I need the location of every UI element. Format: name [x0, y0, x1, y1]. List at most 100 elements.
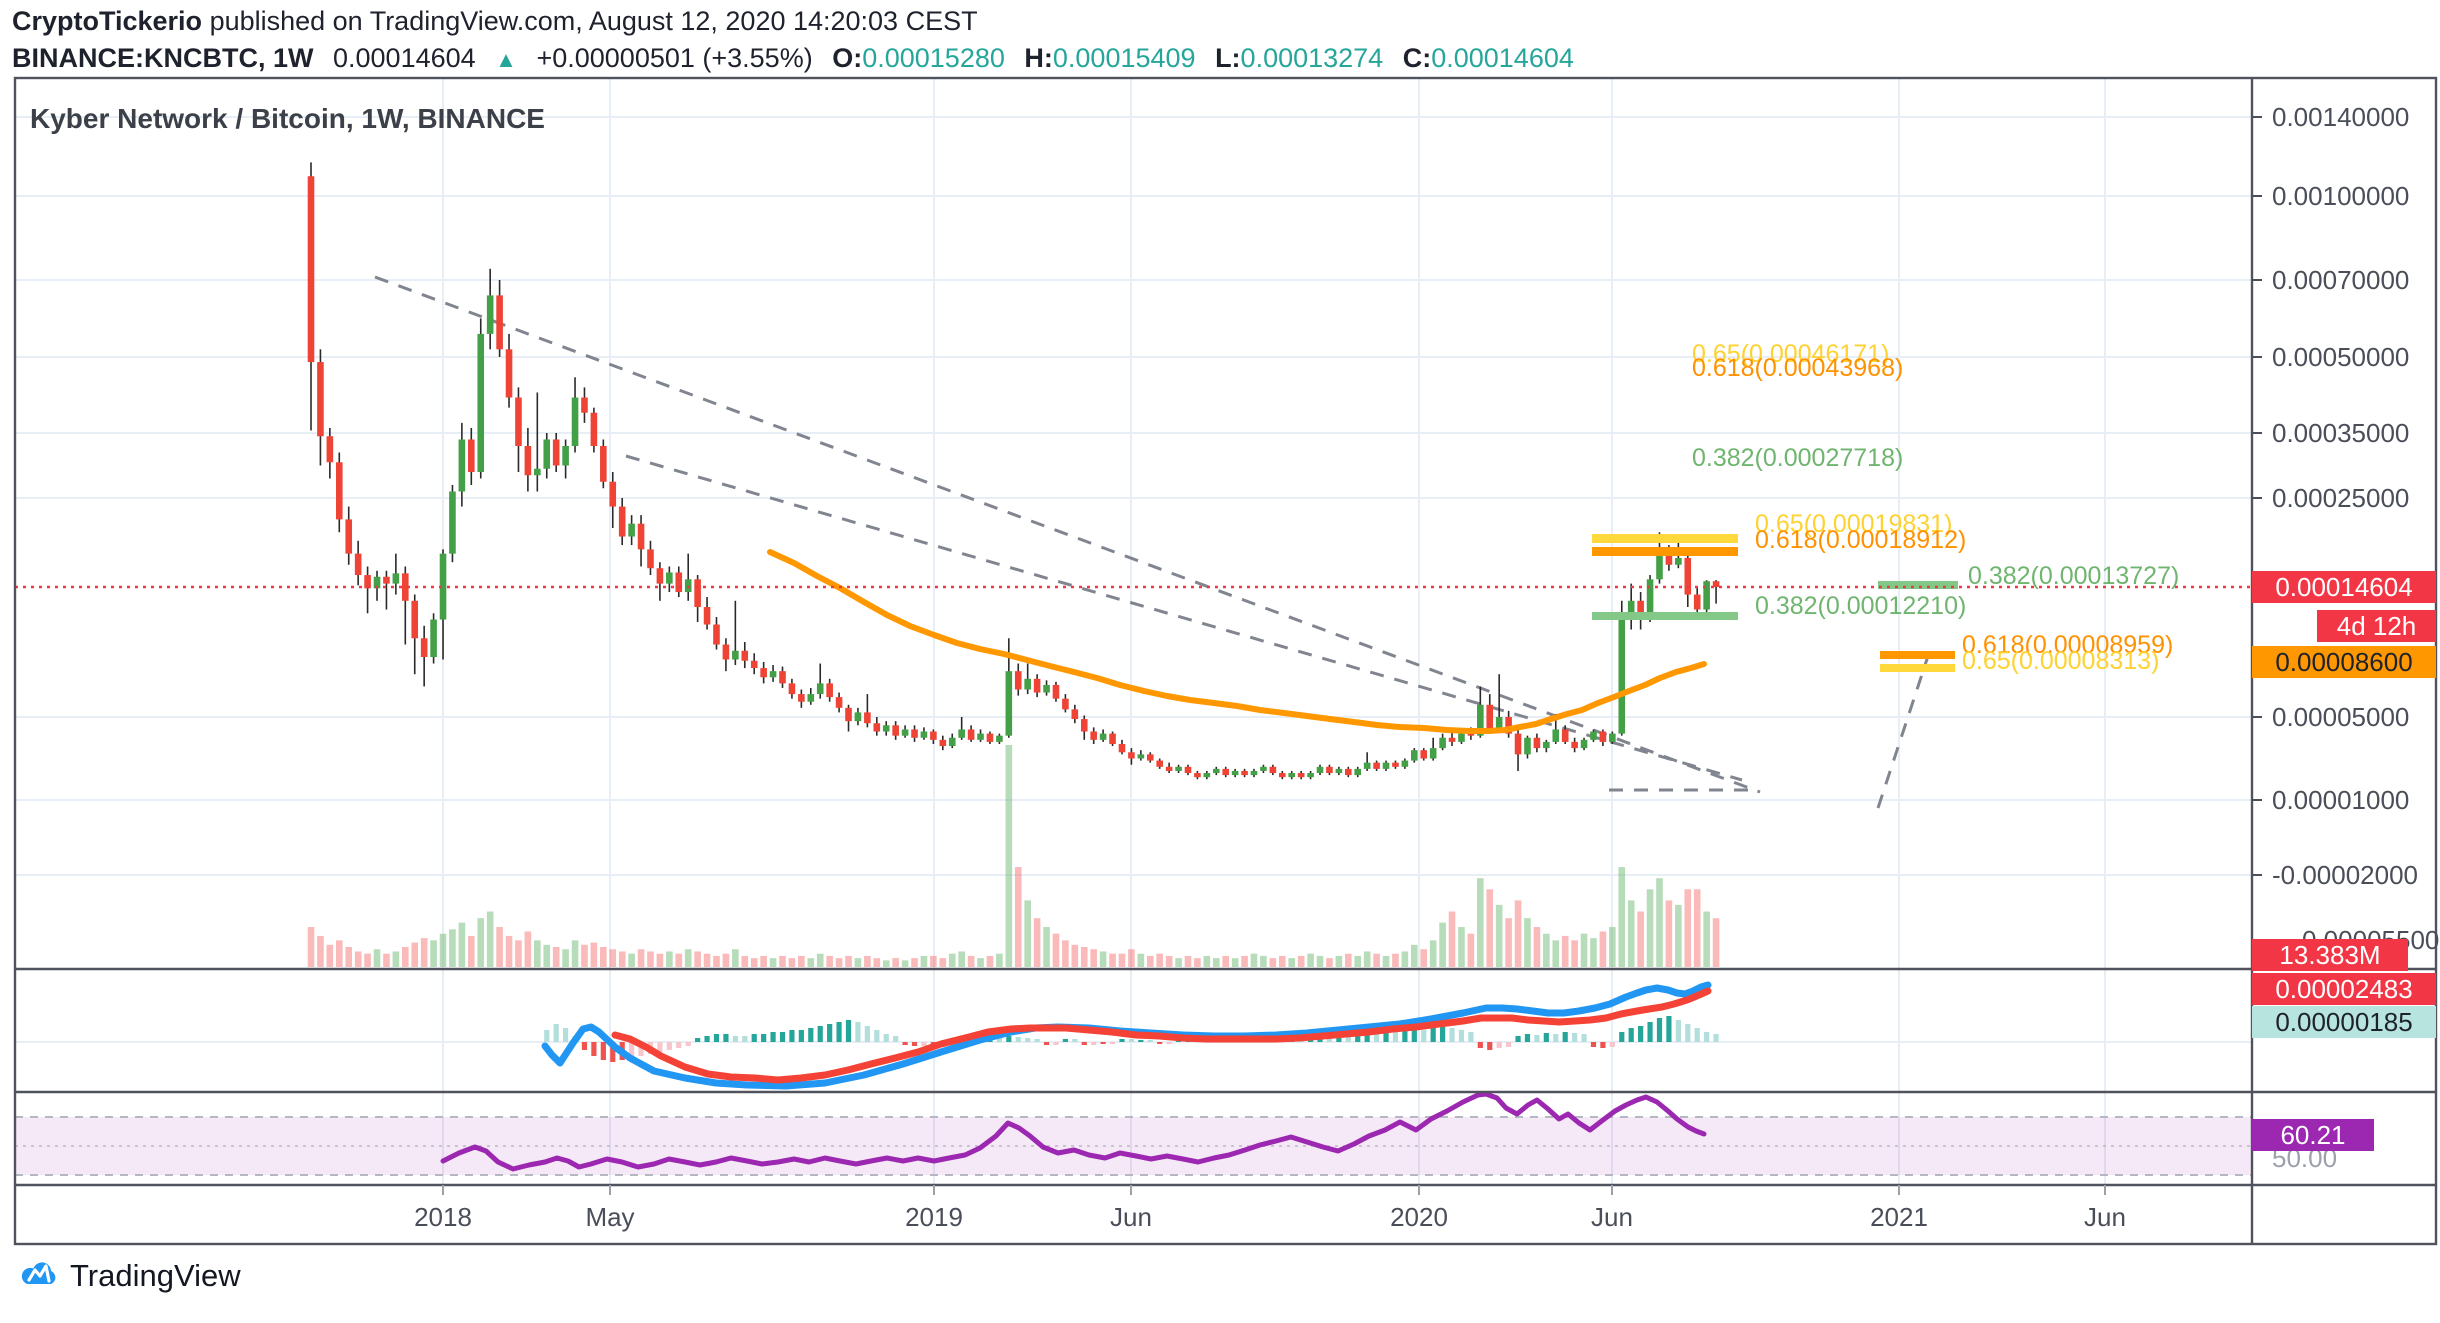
candle	[439, 553, 447, 620]
time-axis-label[interactable]: Jun	[1110, 1202, 1152, 1232]
price-axis-label[interactable]: 0.00140000	[2272, 102, 2409, 132]
volume-bar	[628, 953, 635, 967]
macd-histogram-bar	[864, 1026, 870, 1042]
macd-histogram-bar	[1034, 1039, 1040, 1042]
trendline[interactable]	[625, 454, 1743, 782]
volume-bar	[1212, 958, 1220, 967]
price-axis-label[interactable]: 0.00070000	[2272, 265, 2409, 295]
last-price: 0.00014604	[333, 43, 476, 73]
symbol-label[interactable]: BINANCE:KNCBTC, 1W	[12, 43, 314, 73]
price-axis-label[interactable]: 0.00050000	[2272, 342, 2409, 372]
time-axis-label[interactable]: May	[585, 1202, 634, 1232]
macd-histogram-bar	[1364, 1030, 1370, 1042]
candle	[354, 553, 362, 576]
volume-bar	[1297, 955, 1305, 967]
rsi-pane[interactable]	[15, 1092, 2252, 1185]
price-axis-label[interactable]: 0.00100000	[2272, 181, 2409, 211]
candle	[1043, 684, 1050, 693]
time-axis-label[interactable]: Jun	[2084, 1202, 2126, 1232]
candle	[977, 733, 984, 740]
volume-bar	[1260, 955, 1267, 967]
time-axis-label[interactable]: 2018	[414, 1202, 472, 1232]
macd-histogram-bar	[1053, 1042, 1059, 1045]
close-value: 0.00014604	[1431, 43, 1574, 73]
candle	[1448, 737, 1456, 742]
fib-level-bar[interactable]	[1880, 664, 1955, 672]
candle	[1335, 768, 1343, 774]
macd-histogram-bar	[1581, 1034, 1587, 1042]
volume-badge	[2252, 939, 2408, 971]
candle	[326, 436, 334, 463]
time-axis-label[interactable]: 2020	[1390, 1202, 1448, 1232]
candle	[1156, 760, 1163, 767]
price-axis-label[interactable]: 0.00025000	[2272, 483, 2409, 513]
candle	[647, 549, 654, 569]
candle	[1278, 773, 1286, 778]
candle	[1128, 752, 1135, 759]
fib-level-bar[interactable]	[1592, 547, 1738, 556]
price-axis-label[interactable]: 0.00005000	[2272, 702, 2409, 732]
macd-histogram-bar	[1440, 1026, 1446, 1042]
volume-bar	[1524, 918, 1531, 967]
price-axis-label[interactable]: -0.00002000	[2272, 860, 2418, 890]
trendline[interactable]	[374, 275, 1761, 794]
macd-histogram-bar	[1600, 1042, 1606, 1048]
fib-level-label: 0.382(0.00013727)	[1968, 562, 2179, 590]
volume-bar	[515, 940, 522, 967]
volume-bar	[1599, 931, 1607, 967]
candle	[769, 671, 777, 678]
macd-histogram-bar	[1392, 1032, 1399, 1042]
volume-bar	[1495, 904, 1503, 967]
fib-level-bar[interactable]	[1880, 651, 1955, 659]
candle	[1288, 773, 1296, 778]
macd-histogram-bar	[827, 1024, 833, 1042]
volume-bar	[684, 949, 692, 967]
macd-histogram-bar	[1157, 1042, 1163, 1044]
volume-bar	[788, 958, 796, 967]
candle	[1184, 766, 1192, 774]
candle	[1005, 671, 1013, 736]
fib-level-badge-text: 0.00008600	[2275, 647, 2412, 677]
macd-histogram-bar	[893, 1036, 899, 1042]
price-axis-label[interactable]: 0.00001000	[2272, 785, 2409, 815]
time-axis-label[interactable]: Jun	[1591, 1202, 1633, 1232]
volume-bar	[505, 935, 513, 967]
macd-histogram-bar	[845, 1020, 852, 1042]
main-pane[interactable]	[15, 78, 2252, 969]
trendline[interactable]	[1876, 649, 1932, 809]
time-axis-label[interactable]: 2021	[1870, 1202, 1928, 1232]
macd-histogram-bar	[1704, 1032, 1710, 1042]
volume-bar	[1024, 900, 1031, 967]
fib-level-bar[interactable]	[1592, 534, 1738, 543]
candle	[402, 573, 409, 601]
macd-signal-line	[611, 987, 1712, 1084]
candle	[496, 295, 503, 350]
volume-bar	[1477, 878, 1484, 967]
candle	[779, 671, 786, 684]
publish-text: published on TradingView.com, August 12,…	[202, 6, 978, 36]
symbol-line: BINANCE:KNCBTC, 1W 0.00014604 ▲ +0.00000…	[12, 43, 1574, 74]
volume-bar	[958, 951, 965, 967]
countdown-badge-text: 4d 12h	[2337, 611, 2417, 641]
macd-histogram-bar	[1421, 1030, 1427, 1042]
volume-bar	[1665, 900, 1673, 967]
open-label: O:	[832, 43, 863, 73]
macd-histogram-bar	[836, 1022, 842, 1042]
candle	[1297, 773, 1305, 778]
volume-bar	[1184, 955, 1192, 967]
fib-level-bar[interactable]	[1878, 581, 1958, 589]
macd-histogram-bar	[657, 1042, 663, 1052]
volume-bar	[1250, 953, 1258, 967]
volume-bar	[722, 953, 730, 967]
volume-bar	[335, 940, 343, 967]
candle	[741, 650, 749, 661]
fib-level-bar[interactable]	[1592, 612, 1738, 620]
price-axis-label[interactable]: 0.00035000	[2272, 418, 2409, 448]
volume-bar	[920, 955, 928, 967]
volume-bar	[1552, 940, 1560, 967]
tradingview-logo[interactable]: TradingView	[18, 1256, 241, 1296]
candle	[468, 439, 475, 472]
time-axis-label[interactable]: 2019	[905, 1202, 963, 1232]
